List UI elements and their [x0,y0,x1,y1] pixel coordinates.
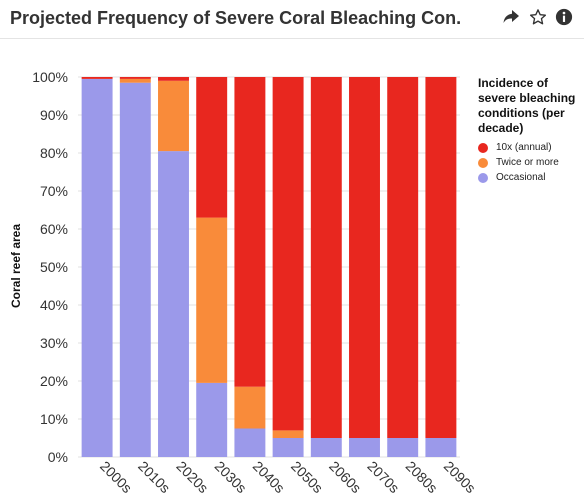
star-outline-icon[interactable] [527,6,549,28]
y-tick-label: 80% [40,145,68,161]
bar-segment-twice-or-more-2020s[interactable] [158,80,189,152]
y-tick-label: 30% [40,335,68,351]
x-tick-label: 2000s [97,458,135,496]
x-tick-labels: 2000s 2010s 2020s 2030s 2040s 2050s 2060s 2070s… [97,458,479,496]
bar-segment-twice-or-more-2010s[interactable] [119,78,151,83]
bar-segment-10x-annual-2080s[interactable] [387,77,419,438]
bar-segment-occasional-2080s[interactable] [387,438,419,457]
x-tick-label: 2040s [250,458,288,496]
legend-swatch [478,142,488,153]
legend-label: Occasional [496,172,546,183]
bar-segment-occasional-2010s[interactable] [119,82,151,457]
bar-segment-twice-or-more-2030s[interactable] [196,217,228,383]
y-tick-label: 40% [40,297,68,313]
bars [81,77,457,458]
x-tick-label: 2060s [326,458,364,496]
bar-segment-10x-annual-2000s[interactable] [81,77,113,79]
bar-segment-10x-annual-2020s[interactable] [158,77,189,81]
stacked-bar-chart: 0%10%20%30%40%50%60%70%80%90%100% 2000s 2… [9,69,479,496]
x-tick-label: 2010s [135,458,173,496]
bar-segment-occasional-2000s[interactable] [81,78,113,458]
bar-segment-10x-annual-2050s[interactable] [272,77,304,431]
x-tick-label: 2090s [441,458,479,496]
x-tick-label: 2080s [403,458,441,496]
legend-label: Twice or more [496,157,559,168]
info-circle-icon[interactable] [553,6,575,28]
y-axis-label: Coral reef area [9,224,23,308]
y-tick-label: 90% [40,107,68,123]
bar-segment-occasional-2040s[interactable] [234,428,266,458]
x-tick-label: 2070s [364,458,402,496]
bar-segment-occasional-2050s[interactable] [272,438,304,457]
x-tick-label: 2050s [288,458,326,496]
bar-segment-occasional-2020s[interactable] [158,151,189,457]
chart-title: Projected Frequency of Severe Coral Blea… [10,8,462,28]
share-arrow-icon[interactable] [500,6,522,28]
legend-item[interactable]: Twice or more [478,155,582,170]
y-tick-label: 0% [48,449,68,465]
x-tick-label: 2020s [173,458,211,496]
y-tick-label: 100% [32,69,68,85]
legend-label: 10x (annual) [496,142,552,153]
legend-title: Incidence of severe bleaching conditions… [478,76,576,135]
bar-segment-twice-or-more-2050s[interactable] [272,430,304,438]
bar-segment-occasional-2090s[interactable] [425,438,457,457]
bar-segment-10x-annual-2040s[interactable] [234,77,266,387]
legend-item[interactable]: Occasional [478,170,582,185]
legend-swatch [478,157,488,168]
bar-segment-10x-annual-2010s[interactable] [119,77,151,79]
chart-header: Projected Frequency of Severe Coral Blea… [0,0,584,39]
y-tick-label: 20% [40,373,68,389]
bar-segment-occasional-2060s[interactable] [310,438,342,457]
bar-segment-10x-annual-2030s[interactable] [196,77,228,218]
bar-segment-10x-annual-2090s[interactable] [425,77,457,438]
bar-segment-10x-annual-2060s[interactable] [310,77,342,438]
legend-swatch [478,172,488,183]
y-tick-label: 60% [40,221,68,237]
bar-segment-occasional-2070s[interactable] [349,438,380,457]
legend-item[interactable]: 10x (annual) [478,140,582,155]
bar-segment-twice-or-more-2040s[interactable] [234,386,266,429]
x-tick-label: 2030s [212,458,250,496]
bar-segment-occasional-2030s[interactable] [196,382,228,457]
y-tick-label: 10% [40,411,68,427]
y-tick-labels: 0% 10% 20% 30% 40% 50% 60% 70% 80% 90% 100% [32,69,68,465]
y-tick-label: 50% [40,259,68,275]
y-tick-label: 70% [40,183,68,199]
chart-legend: Incidence of severe bleaching conditions… [478,76,582,185]
bar-segment-10x-annual-2070s[interactable] [349,77,380,438]
